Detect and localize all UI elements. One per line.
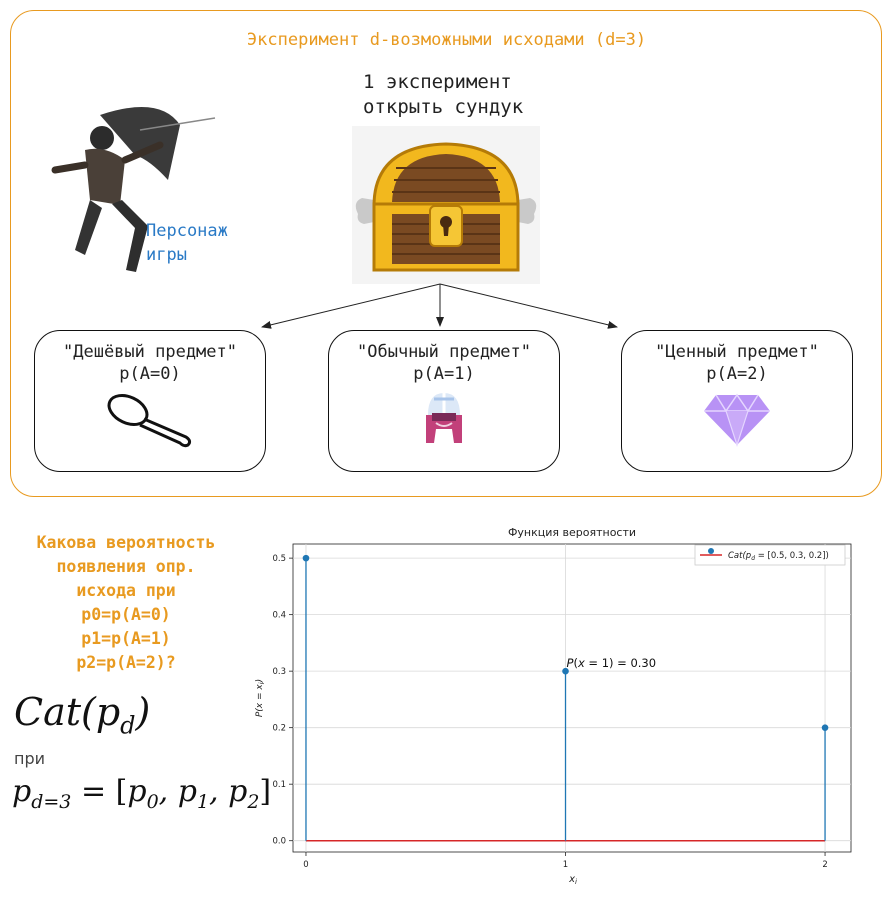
- pmf-chart: Функция вероятности 0.0 0.1 0.2 0.3 0.4 0.5 0…: [255, 526, 852, 886]
- character-image: [40, 100, 230, 275]
- stem-marker: [562, 667, 569, 675]
- x-tick-label: 0: [303, 860, 308, 870]
- y-axis-label: P(x = xi): [255, 679, 266, 717]
- legend-text: Cat(pd = [0.5, 0.3, 0.2]): [728, 551, 829, 562]
- experiment-frame: [10, 10, 882, 497]
- outcome-cheap: "Дешёвый предмет" p(A=0): [34, 330, 266, 472]
- x-ticks: 0 1 2: [303, 852, 828, 870]
- chart-annotation: P(x = 1) = 0.30: [567, 656, 657, 670]
- diagram-title: Эксперимент d-возможными исходами (d=3): [246, 30, 647, 50]
- grid: [293, 544, 851, 852]
- stem-marker: [821, 724, 829, 731]
- chart-marks: [302, 554, 829, 842]
- formula-cat: Cat(pd): [14, 690, 151, 740]
- spoon-icon: [107, 393, 192, 448]
- gem-icon: [704, 393, 770, 447]
- x-axis-label: xi: [568, 874, 577, 886]
- arrows: [261, 283, 618, 329]
- formula-vector: pd=3 = [p0, p1, p2]: [12, 774, 272, 813]
- legend: Cat(pd = [0.5, 0.3, 0.2]): [694, 544, 846, 566]
- outcome-valuable: "Ценный предмет" p(A=2): [621, 330, 853, 472]
- legend-marker: [708, 548, 714, 554]
- y-ticks: 0.0 0.1 0.2 0.3 0.4 0.5: [272, 554, 293, 847]
- y-tick-label: 0.2: [272, 724, 286, 734]
- chart-title: Функция вероятности: [508, 526, 636, 539]
- y-tick-label: 0.5: [272, 554, 286, 564]
- character-label: Персонаж игры: [146, 221, 228, 265]
- plot-area: [292, 543, 852, 853]
- y-tick-label: 0.4: [272, 611, 286, 621]
- arrow-to-valuable: [439, 283, 618, 329]
- outcome-prob: p(A=0): [119, 364, 181, 384]
- y-tick-label: 0.3: [272, 667, 286, 677]
- outcome-name: "Ценный предмет": [655, 342, 819, 362]
- arrow-to-cheap: [261, 283, 441, 329]
- outcome-common: "Обычный предмет" p(A=1): [328, 330, 560, 472]
- question-text: Какова вероятность появления опр. исхода…: [36, 533, 216, 672]
- x-tick-label: 2: [822, 860, 827, 870]
- outcome-name: "Обычный предмет": [357, 342, 531, 362]
- outcome-prob: p(A=2): [706, 364, 768, 384]
- outcome-prob: p(A=1): [413, 364, 475, 384]
- x-tick-label: 1: [563, 860, 568, 870]
- experiment-label: 1 эксперимент открыть сундук: [363, 71, 524, 118]
- formula-pri: при: [14, 749, 46, 768]
- outcome-name: "Дешёвый предмет": [63, 342, 237, 362]
- y-tick-label: 0.1: [272, 780, 286, 790]
- helmet-icon: [426, 393, 462, 443]
- stem-marker: [302, 554, 310, 562]
- y-tick-label: 0.0: [272, 837, 286, 847]
- treasure-chest-icon: [352, 126, 540, 284]
